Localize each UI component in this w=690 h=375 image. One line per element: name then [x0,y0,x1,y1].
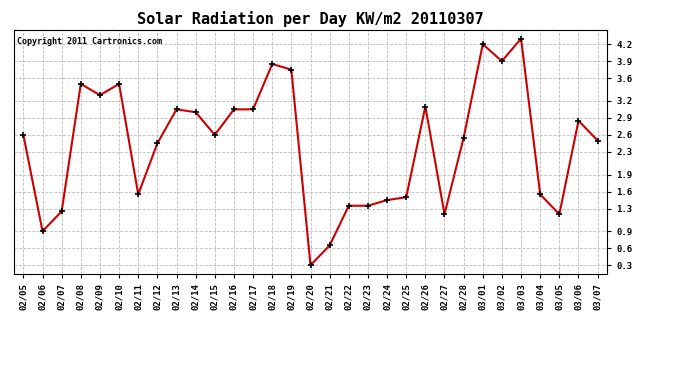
Title: Solar Radiation per Day KW/m2 20110307: Solar Radiation per Day KW/m2 20110307 [137,12,484,27]
Text: Copyright 2011 Cartronics.com: Copyright 2011 Cartronics.com [17,38,161,46]
